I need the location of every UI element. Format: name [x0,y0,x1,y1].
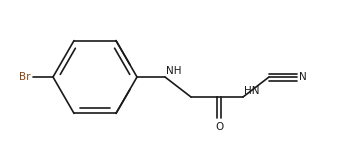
Text: N: N [299,72,307,82]
Text: NH: NH [166,66,182,76]
Text: HN: HN [244,86,260,96]
Text: O: O [215,122,223,132]
Text: Br: Br [18,72,30,82]
